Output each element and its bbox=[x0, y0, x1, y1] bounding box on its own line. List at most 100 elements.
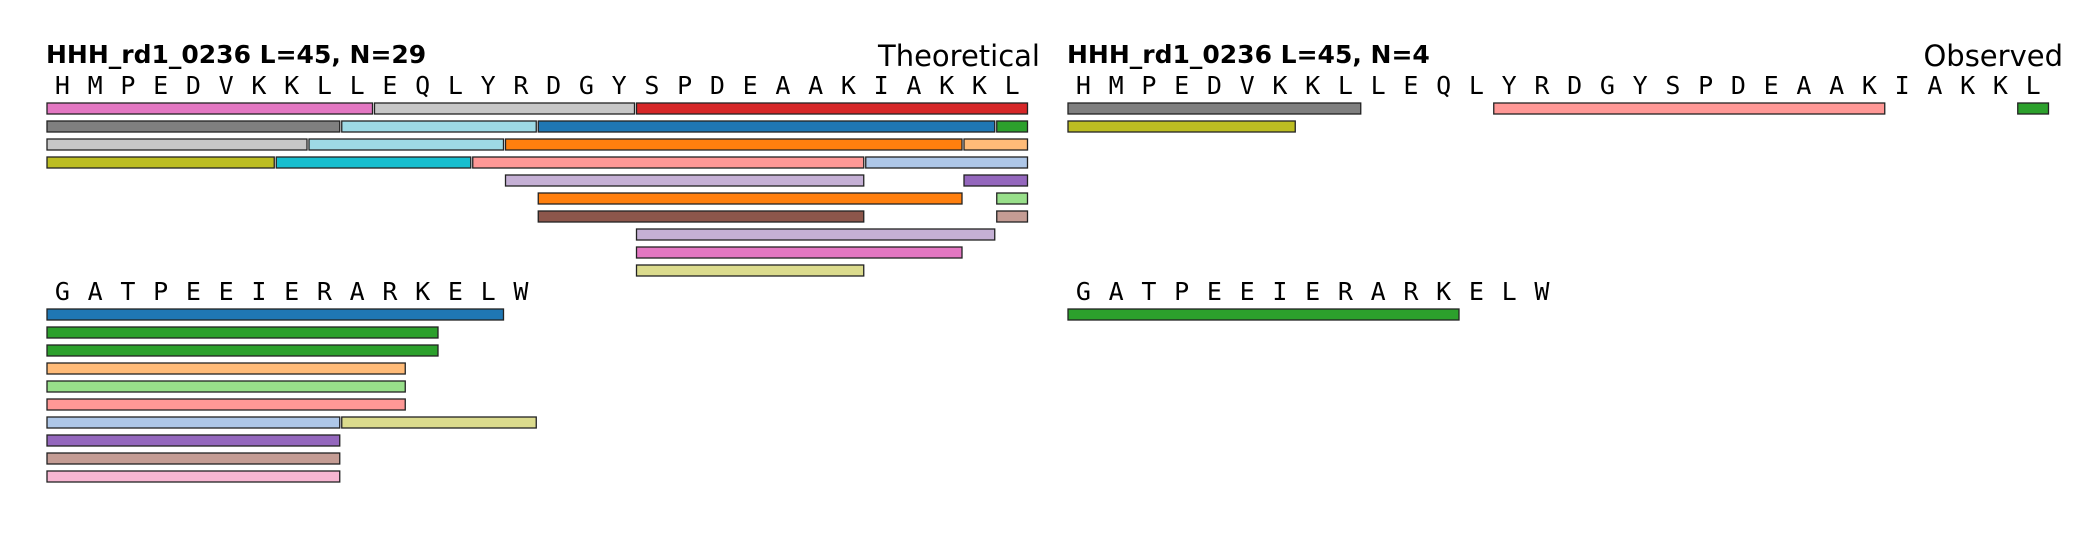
residue-letter: P bbox=[1698, 71, 1713, 100]
residue-letter: K bbox=[939, 71, 954, 100]
residue-letter: I bbox=[874, 71, 889, 100]
residue-letter: E bbox=[1469, 277, 1484, 306]
residue-letter: E bbox=[743, 71, 758, 100]
residue-letter: E bbox=[219, 277, 234, 306]
residue-letter: A bbox=[1927, 71, 1942, 100]
residue-letter: V bbox=[219, 71, 234, 100]
residue-letter: A bbox=[1829, 71, 1844, 100]
residue-letter: G bbox=[1076, 277, 1091, 306]
residue-letter: L bbox=[448, 71, 463, 100]
residue-letter: E bbox=[1403, 71, 1418, 100]
residue-letter: D bbox=[1207, 71, 1222, 100]
residue-letter: Y bbox=[1502, 71, 1517, 100]
peptide-bar bbox=[537, 210, 865, 223]
peptide-bar bbox=[46, 344, 439, 357]
peptide-bar bbox=[46, 102, 374, 115]
peptide-bar bbox=[963, 138, 1029, 151]
residue-letter: L bbox=[481, 277, 496, 306]
residue-letter: G bbox=[1600, 71, 1615, 100]
residue-letter: A bbox=[808, 71, 823, 100]
residue-letter: R bbox=[317, 277, 333, 306]
residue-letter: R bbox=[513, 71, 529, 100]
residue-letter: T bbox=[120, 277, 135, 306]
peptide-bar bbox=[1067, 308, 1460, 321]
peptide-bar bbox=[46, 138, 308, 151]
peptide-bar bbox=[996, 120, 1029, 133]
residue-letter: R bbox=[1403, 277, 1419, 306]
residue-letter: L bbox=[1338, 71, 1353, 100]
peptide-bar bbox=[635, 228, 996, 241]
residue-letter: P bbox=[1174, 277, 1189, 306]
residue-letter: E bbox=[1305, 277, 1320, 306]
peptide-bar bbox=[46, 434, 341, 447]
residue-letter: I bbox=[1895, 71, 1910, 100]
residue-letter: E bbox=[448, 277, 463, 306]
peptide-bar bbox=[2017, 102, 2050, 115]
residue-letter: Y bbox=[1633, 71, 1648, 100]
residue-letter: Y bbox=[612, 71, 627, 100]
peptide-bar bbox=[472, 156, 865, 169]
residue-letter: I bbox=[1272, 277, 1287, 306]
residue-letter: E bbox=[186, 277, 201, 306]
residue-letter: A bbox=[350, 277, 365, 306]
residue-letter: M bbox=[1109, 71, 1124, 100]
residue-letter: G bbox=[579, 71, 594, 100]
residue-letter: E bbox=[1207, 277, 1222, 306]
residue-letter: K bbox=[972, 71, 987, 100]
peptide-bar bbox=[275, 156, 472, 169]
peptide-bar bbox=[963, 174, 1029, 187]
residue-letter: L bbox=[2026, 71, 2041, 100]
peptide-bar bbox=[504, 174, 865, 187]
residue-letter: K bbox=[1305, 71, 1320, 100]
theoretical-label: Theoretical bbox=[877, 39, 1040, 73]
residue-letter: D bbox=[1567, 71, 1582, 100]
residue-letter: K bbox=[284, 71, 299, 100]
residue-letter: T bbox=[1141, 277, 1156, 306]
residue-letter: R bbox=[1534, 71, 1550, 100]
peptide-bar bbox=[46, 156, 275, 169]
peptide-bar bbox=[635, 246, 963, 259]
peptide-bar bbox=[996, 192, 1029, 205]
peptide-bar bbox=[635, 102, 1029, 115]
residue-letter: A bbox=[1109, 277, 1124, 306]
peptide-bar bbox=[46, 120, 341, 133]
residue-letter: K bbox=[1436, 277, 1451, 306]
residue-letter: E bbox=[1240, 277, 1255, 306]
residue-letter: E bbox=[284, 277, 299, 306]
peptide-bar bbox=[308, 138, 505, 151]
residue-letter: L bbox=[317, 71, 332, 100]
peptide-bar bbox=[46, 326, 439, 339]
residue-letter: S bbox=[1665, 71, 1680, 100]
residue-letter: R bbox=[1338, 277, 1354, 306]
residue-letter: K bbox=[841, 71, 856, 100]
peptide-bar bbox=[865, 156, 1029, 169]
residue-letter: E bbox=[153, 71, 168, 100]
residue-letter: H bbox=[55, 71, 70, 100]
residue-letter: V bbox=[1240, 71, 1255, 100]
residue-letter: A bbox=[775, 71, 790, 100]
residue-letter: L bbox=[1502, 277, 1517, 306]
peptide-bar bbox=[1067, 120, 1296, 133]
residue-letter: K bbox=[1862, 71, 1877, 100]
residue-letter: Y bbox=[481, 71, 496, 100]
peptide-bar bbox=[46, 470, 341, 483]
residue-letter: K bbox=[1993, 71, 2008, 100]
peptide-bar bbox=[373, 102, 636, 115]
peptide-bar bbox=[46, 362, 406, 375]
peptide-bar bbox=[46, 452, 341, 465]
peptide-bar bbox=[1493, 102, 1886, 115]
residue-letter: H bbox=[1076, 71, 1091, 100]
residue-letter: A bbox=[1796, 71, 1811, 100]
peptide-bar bbox=[996, 210, 1029, 223]
peptide-bar bbox=[46, 416, 341, 429]
residue-letter: S bbox=[644, 71, 659, 100]
residue-letter: E bbox=[382, 71, 397, 100]
residue-letter: Q bbox=[1436, 71, 1451, 100]
peptide-bar bbox=[537, 120, 996, 133]
residue-letter: P bbox=[153, 277, 168, 306]
residue-letter: E bbox=[1174, 71, 1189, 100]
peptide-bar bbox=[46, 398, 406, 411]
residue-letter: R bbox=[382, 277, 398, 306]
